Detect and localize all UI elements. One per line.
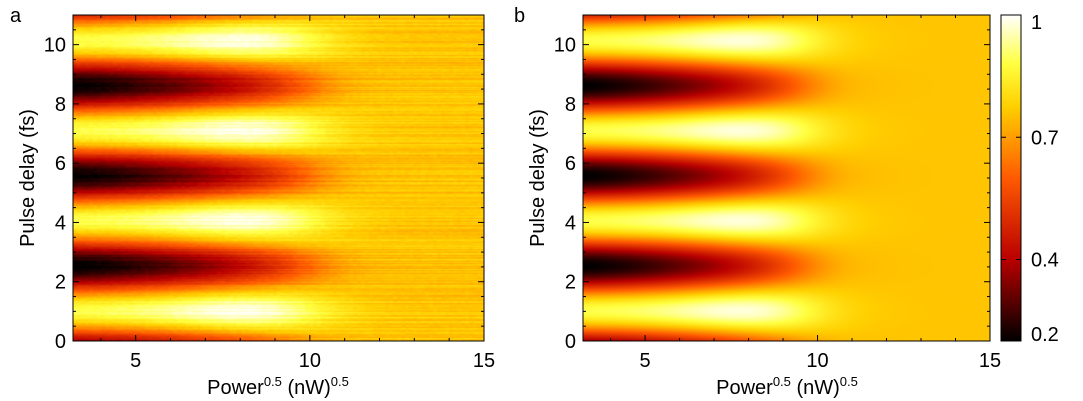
heatmap-a (73, 15, 484, 341)
panel-b-letter: b (514, 5, 525, 27)
colorbar-ticks: 1 0.7 0.4 0.2 (1001, 12, 1059, 346)
x-axis-label-b-base: Power (716, 377, 773, 399)
heatmap-b-container (583, 15, 990, 341)
panel-a-letter: a (10, 5, 22, 27)
colorbar: 1 0.7 0.4 0.2 (1000, 12, 1059, 346)
x-tick-label-b: 5 (640, 350, 651, 372)
y-tick-label-a: 4 (55, 212, 66, 234)
colorbar-tick-label: 0.2 (1031, 324, 1059, 346)
colorbar-tick-label: 0.7 (1031, 127, 1059, 149)
x-tick-label-b: 10 (806, 350, 828, 372)
axes-a-ticks: 0 2 4 6 8 10 5 10 15 (44, 14, 495, 372)
x-axis-label-a-mid: (nW) (282, 377, 331, 399)
x-tick-label-a: 10 (299, 350, 321, 372)
axes-b-ticks: 0 2 4 6 8 10 5 10 15 (554, 14, 1001, 372)
colorbar-bar (1000, 14, 1022, 342)
heatmap-a-container (73, 15, 484, 341)
x-axis-label-b-sup1: 0.5 (773, 374, 791, 389)
x-axis-label-a: Power0.5 (nW)0.5 (207, 374, 349, 399)
y-tick-label-b: 8 (565, 94, 576, 116)
x-axis-label-b: Power0.5 (nW)0.5 (716, 374, 858, 399)
y-axis-label-a: Pulse delay (fs) (17, 109, 39, 247)
y-tick-label-a: 8 (55, 94, 66, 116)
x-tick-label-a: 15 (473, 350, 495, 372)
y-tick-label-b: 6 (565, 153, 576, 175)
y-tick-label-b: 0 (565, 331, 576, 353)
y-tick-label-b: 4 (565, 212, 576, 234)
colorbar-tick-label: 1 (1031, 12, 1042, 34)
x-tick-label-b: 15 (979, 350, 1001, 372)
heatmap-b (583, 15, 990, 341)
y-tick-label-a: 0 (55, 331, 66, 353)
y-tick-label-a: 6 (55, 153, 66, 175)
y-tick-label-b: 2 (565, 272, 576, 294)
y-tick-label-a: 2 (55, 272, 66, 294)
x-axis-label-b-mid: (nW) (791, 377, 840, 399)
x-tick-label-a: 5 (130, 350, 141, 372)
colorbar-tick-label: 0.4 (1031, 250, 1059, 272)
x-axis-label-a-sup2: 0.5 (331, 374, 349, 389)
x-axis-label-b-sup2: 0.5 (840, 374, 858, 389)
x-axis-label-a-sup1: 0.5 (264, 374, 282, 389)
y-tick-label-b: 10 (554, 35, 576, 57)
y-axis-label-b: Pulse delay (fs) (527, 109, 549, 247)
x-axis-label-a-base: Power (207, 377, 264, 399)
y-tick-label-a: 10 (44, 35, 66, 57)
